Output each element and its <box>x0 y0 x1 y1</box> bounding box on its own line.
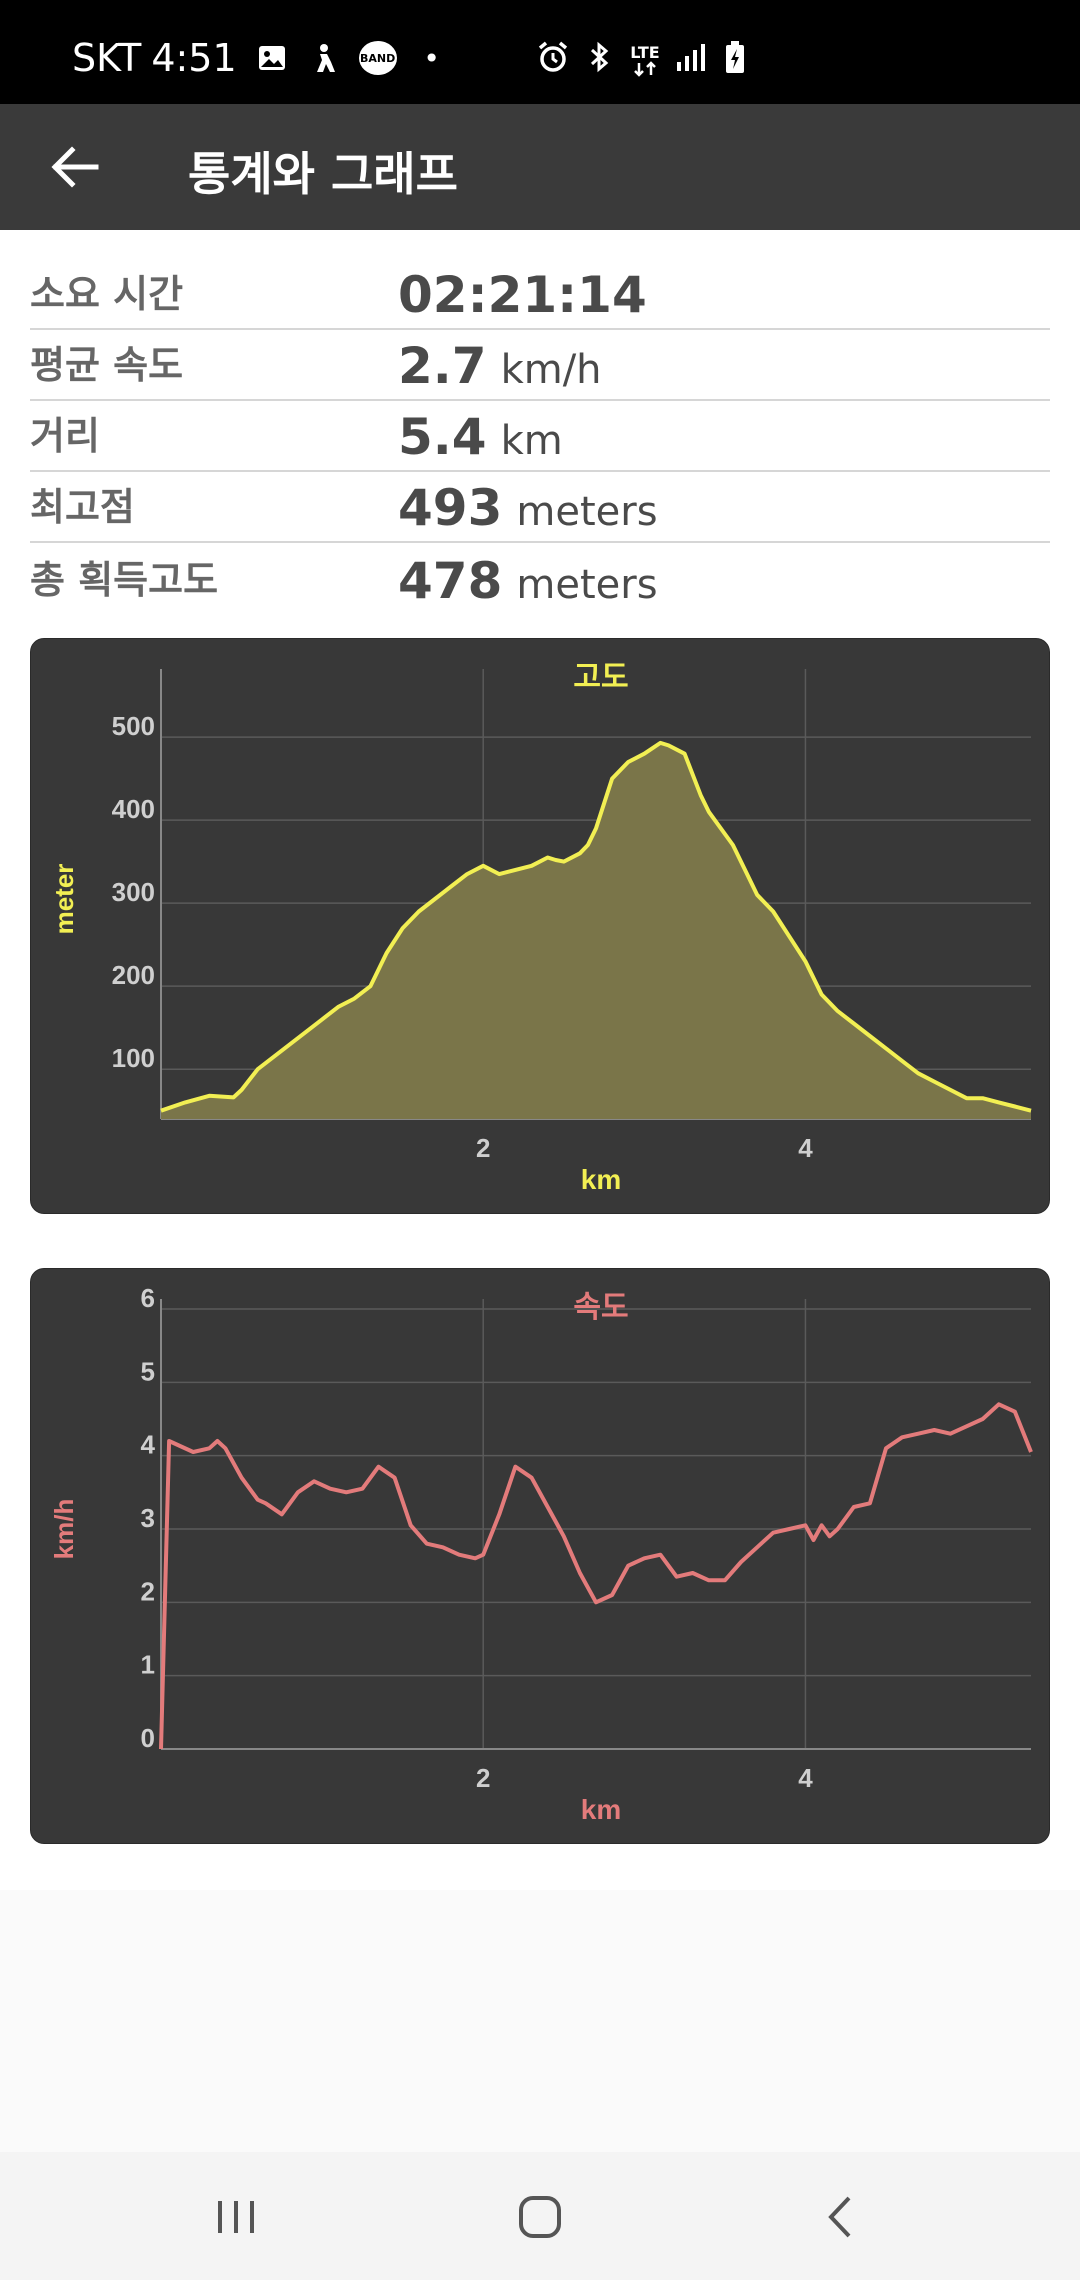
battery-charging-icon <box>724 40 746 82</box>
stat-value: 493 meters <box>398 479 658 537</box>
stat-label: 소요 시간 <box>30 272 184 316</box>
signal-icon <box>676 42 708 80</box>
x-tick-label: 4 <box>798 1133 813 1163</box>
series-line <box>160 740 1032 1113</box>
status-left: SKT 4:51 BAND • <box>72 36 449 80</box>
y-tick-label: 500 <box>112 711 155 741</box>
stat-unit: km/h <box>500 347 602 393</box>
lte-icon: LTE <box>630 45 660 77</box>
stat-row-avg-speed: 평균 속도 2.7 km/h <box>30 330 1050 401</box>
back-nav-icon <box>828 2196 851 2238</box>
y-tick-label: 4 <box>141 1430 156 1460</box>
stat-value: 02:21:14 <box>398 266 647 324</box>
x-tick-label: 2 <box>476 1763 490 1793</box>
x-tick-label: 4 <box>798 1763 813 1793</box>
speed-chart: 0 1 2 3 4 5 6 2 4 속도 km km/h <box>49 1283 1033 1825</box>
y-tick-label: 200 <box>112 960 155 990</box>
stats-content: 소요 시간 02:21:14 평균 속도 2.7 km/h 거리 5.4 km 최고… <box>0 230 1080 1890</box>
speed-chart-card: 0 1 2 3 4 5 6 2 4 속도 km km/h <box>30 1268 1050 1844</box>
status-bar: SKT 4:51 BAND • LTE <box>0 0 1080 104</box>
x-axis-label: km <box>581 1164 621 1195</box>
series-line <box>159 1402 1033 1750</box>
bluetooth-icon <box>586 40 614 82</box>
stat-value: 478 meters <box>398 552 658 610</box>
hiking-icon <box>307 41 341 75</box>
stat-unit: meters <box>516 489 658 535</box>
x-axis-label: km <box>581 1794 621 1825</box>
stat-unit: meters <box>516 562 658 608</box>
y-tick-label: 0 <box>141 1723 155 1753</box>
navigation-bar <box>0 2152 1080 2280</box>
carrier-name: SKT <box>72 36 142 80</box>
elevation-chart-card: 100 200 300 400 500 2 4 고도 km meter <box>30 638 1050 1214</box>
arrow-left-icon <box>51 146 99 188</box>
stat-label: 최고점 <box>30 485 135 529</box>
stat-label: 평균 속도 <box>30 343 184 387</box>
page-title: 통계와 그래프 <box>188 147 458 201</box>
series-area <box>161 742 1031 1119</box>
chart-title: 고도 <box>573 660 628 695</box>
band-icon: BAND <box>358 41 397 75</box>
status-dot: • <box>423 41 440 75</box>
alarm-icon <box>536 40 570 82</box>
y-axis-label: km/h <box>49 1499 79 1560</box>
chart-title: 속도 <box>573 1290 628 1325</box>
y-axis-label: meter <box>49 864 79 935</box>
stat-number: 2.7 <box>398 337 487 395</box>
home-button[interactable] <box>500 2182 580 2252</box>
x-tick-label: 2 <box>476 1133 490 1163</box>
y-tick-label: 3 <box>141 1503 155 1533</box>
stat-number: 478 <box>398 552 503 610</box>
stat-value: 2.7 km/h <box>398 337 602 395</box>
stat-label: 거리 <box>30 414 100 458</box>
stat-label: 총 획득고도 <box>30 558 219 602</box>
lte-label: LTE <box>630 43 660 62</box>
image-icon <box>255 41 289 75</box>
status-time: 4:51 <box>151 36 237 80</box>
stat-row-elevation-gain: 총 획득고도 478 meters <box>30 543 1050 614</box>
recent-apps-button[interactable] <box>196 2182 276 2252</box>
y-tick-label: 100 <box>112 1043 155 1073</box>
stat-number: 02:21:14 <box>398 266 647 324</box>
home-icon <box>519 2196 561 2238</box>
stat-row-max-elevation: 최고점 493 meters <box>30 472 1050 543</box>
stat-row-distance: 거리 5.4 km <box>30 401 1050 472</box>
back-nav-button[interactable] <box>800 2182 880 2252</box>
y-tick-label: 6 <box>141 1283 155 1313</box>
stat-unit: km <box>500 418 563 464</box>
y-tick-label: 5 <box>141 1356 155 1386</box>
stat-value: 5.4 km <box>398 408 563 466</box>
back-button[interactable] <box>40 132 110 202</box>
recent-apps-icon <box>218 2201 254 2233</box>
stat-number: 5.4 <box>398 408 487 466</box>
y-tick-label: 1 <box>141 1650 155 1680</box>
app-bar: 통계와 그래프 <box>0 104 1080 230</box>
elevation-chart: 100 200 300 400 500 2 4 고도 km meter <box>49 660 1032 1195</box>
status-right: LTE <box>536 40 746 82</box>
y-tick-label: 300 <box>112 877 155 907</box>
y-tick-label: 2 <box>141 1576 155 1606</box>
y-tick-label: 400 <box>112 794 155 824</box>
stat-row-duration: 소요 시간 02:21:14 <box>30 259 1050 330</box>
stat-number: 493 <box>398 479 503 537</box>
